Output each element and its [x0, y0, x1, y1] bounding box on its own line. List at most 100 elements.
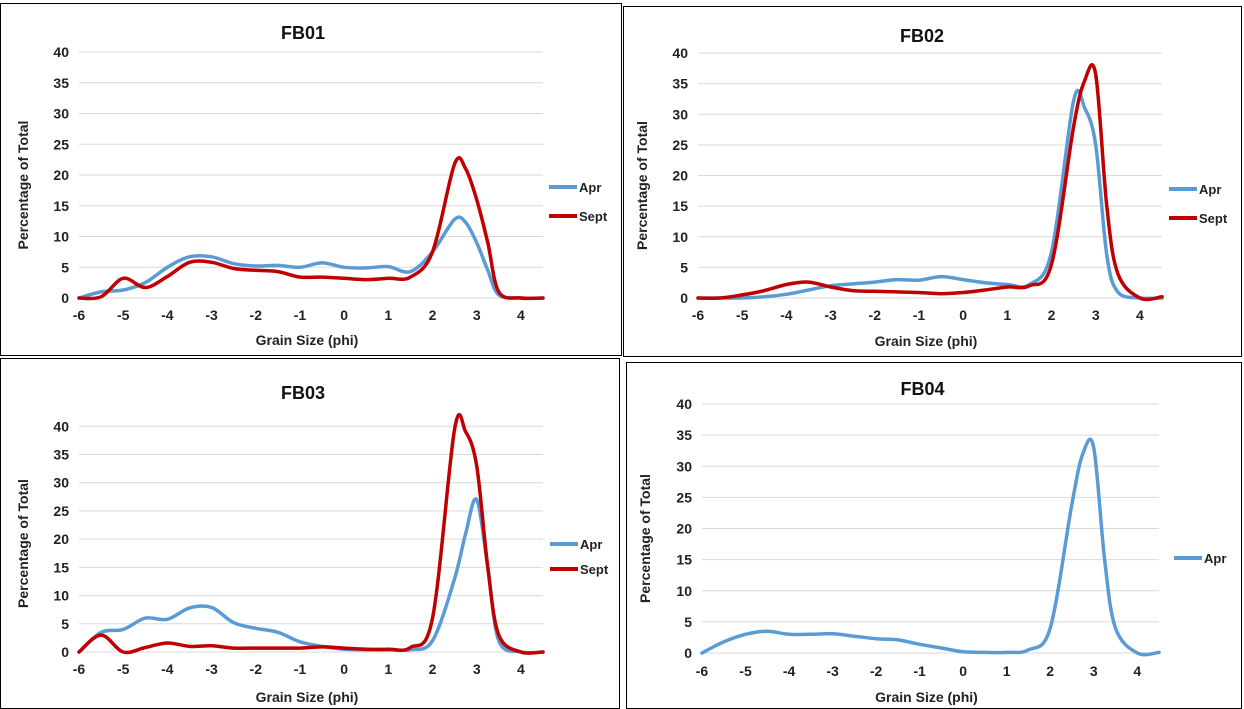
y-tick-label: 35 [672, 76, 688, 92]
y-tick-label: 15 [672, 198, 688, 214]
x-tick-label: 1 [384, 661, 392, 677]
x-tick-label: -3 [205, 307, 218, 323]
x-tick-label: 4 [1133, 663, 1141, 679]
y-tick-label: 5 [680, 259, 688, 275]
legend-label-apr: Apr [580, 537, 602, 552]
x-tick-label: -1 [913, 663, 926, 679]
y-tick-label: 0 [61, 290, 69, 306]
chart-svg: 0 5 10 15 20 25 30 35 40 -6 -5 -4 -3 -2 -1 0 1 2 3 4 FB03 Gra… [15, 383, 609, 705]
x-tick-label: 4 [517, 307, 525, 323]
series-line-apr [696, 88, 1164, 301]
y-axis-label: Percentage of Total [15, 121, 31, 250]
legend-label-sept: Sept [580, 562, 609, 577]
x-tick-label: -2 [250, 307, 263, 323]
y-tick-label: 20 [53, 167, 69, 183]
y-tick-label: 40 [53, 418, 69, 434]
y-tick-label: 15 [53, 198, 69, 214]
y-tick-label: 25 [676, 489, 692, 505]
chart-panel-fb03: 0 5 10 15 20 25 30 35 40 -6 -5 -4 -3 -2 -1 0 1 2 3 4 FB03 Gra… [0, 358, 620, 709]
y-tick-label: 5 [61, 616, 69, 632]
chart-panel-fb02: 0 5 10 15 20 25 30 35 40 -6 -5 -4 -3 -2 -1 0 1 2 3 4 FB02 Gra… [623, 6, 1242, 357]
y-tick-label: 20 [676, 521, 692, 537]
x-tick-label: -3 [824, 307, 837, 323]
y-tick-label: 40 [676, 396, 692, 412]
x-tick-label: -2 [250, 661, 263, 677]
x-tick-label: -5 [739, 663, 752, 679]
legend-label-apr: Apr [1204, 551, 1226, 566]
x-tick-label: -3 [205, 661, 218, 677]
chart-title: FB01 [281, 23, 325, 43]
x-tick-label: -6 [73, 307, 86, 323]
y-axis-label: Percentage of Total [637, 474, 653, 603]
y-tick-label: 30 [672, 106, 688, 122]
x-tick-label: 2 [1046, 663, 1054, 679]
y-tick-label: 5 [61, 259, 69, 275]
chart-title: FB03 [281, 383, 325, 403]
chart-title: FB04 [900, 379, 944, 399]
x-tick-label: 1 [384, 307, 392, 323]
y-tick-label: 20 [672, 168, 688, 184]
x-tick-label: -3 [826, 663, 839, 679]
x-tick-label: 2 [429, 661, 437, 677]
x-tick-label: 3 [1090, 663, 1098, 679]
y-tick-label: 10 [53, 229, 69, 245]
x-tick-label: -2 [870, 663, 883, 679]
x-tick-label: 3 [1092, 307, 1100, 323]
y-tick-label: 35 [53, 75, 69, 91]
y-tick-label: 30 [676, 458, 692, 474]
y-tick-label: 40 [53, 44, 69, 60]
x-tick-label: -6 [696, 663, 709, 679]
series-line-apr [77, 215, 545, 300]
x-tick-label: 2 [1048, 307, 1056, 323]
x-tick-label: -1 [913, 307, 926, 323]
x-tick-label: -5 [117, 661, 130, 677]
chart-svg: 0 5 10 15 20 25 30 35 40 -6 -5 -4 -3 -2 -1 0 1 2 3 4 FB04 Gra… [637, 379, 1226, 705]
x-tick-label: 0 [340, 307, 348, 323]
legend-label-sept: Sept [579, 209, 608, 224]
x-tick-label: -4 [161, 307, 174, 323]
x-tick-label: 0 [340, 661, 348, 677]
series-line-sept [696, 63, 1164, 302]
y-tick-label: 5 [684, 614, 692, 630]
y-tick-label: 30 [53, 106, 69, 122]
x-tick-label: -2 [869, 307, 882, 323]
x-tick-label: -5 [117, 307, 130, 323]
x-axis-label: Grain Size (phi) [875, 689, 978, 705]
y-tick-label: 30 [53, 475, 69, 491]
y-tick-label: 0 [684, 645, 692, 661]
series-line-sept [77, 412, 545, 655]
y-axis-label: Percentage of Total [15, 479, 31, 608]
x-axis-label: Grain Size (phi) [256, 332, 359, 348]
x-tick-label: -1 [294, 661, 307, 677]
y-tick-label: 10 [676, 583, 692, 599]
y-tick-label: 35 [53, 447, 69, 463]
x-tick-label: 4 [1136, 307, 1144, 323]
x-tick-label: -4 [783, 663, 796, 679]
x-tick-label: -5 [736, 307, 749, 323]
series-line-apr [700, 437, 1161, 657]
x-axis-label: Grain Size (phi) [875, 333, 978, 349]
y-tick-label: 40 [672, 45, 688, 61]
y-tick-label: 10 [672, 229, 688, 245]
chart-svg: 0 5 10 15 20 25 30 35 40 -6 -5 -4 -3 -2 -1 0 1 2 3 4 FB01 Gra… [15, 23, 608, 348]
x-tick-label: -6 [73, 661, 86, 677]
y-tick-label: 25 [53, 503, 69, 519]
x-tick-label: 3 [473, 307, 481, 323]
y-tick-label: 15 [53, 559, 69, 575]
y-tick-label: 0 [61, 644, 69, 660]
series-line-sept [77, 156, 545, 301]
legend-label-sept: Sept [1199, 211, 1228, 226]
y-tick-label: 25 [672, 137, 688, 153]
x-tick-label: 4 [517, 661, 525, 677]
chart-title: FB02 [900, 26, 944, 46]
chart-panel-fb04: 0 5 10 15 20 25 30 35 40 -6 -5 -4 -3 -2 -1 0 1 2 3 4 FB04 Gra… [626, 362, 1242, 709]
x-tick-label: -1 [294, 307, 307, 323]
legend-label-apr: Apr [1199, 182, 1221, 197]
x-tick-label: -4 [161, 661, 174, 677]
x-tick-label: 1 [1003, 307, 1011, 323]
x-tick-label: 0 [959, 663, 967, 679]
y-tick-label: 0 [680, 290, 688, 306]
y-tick-label: 35 [676, 427, 692, 443]
x-tick-label: 2 [429, 307, 437, 323]
y-tick-label: 10 [53, 588, 69, 604]
